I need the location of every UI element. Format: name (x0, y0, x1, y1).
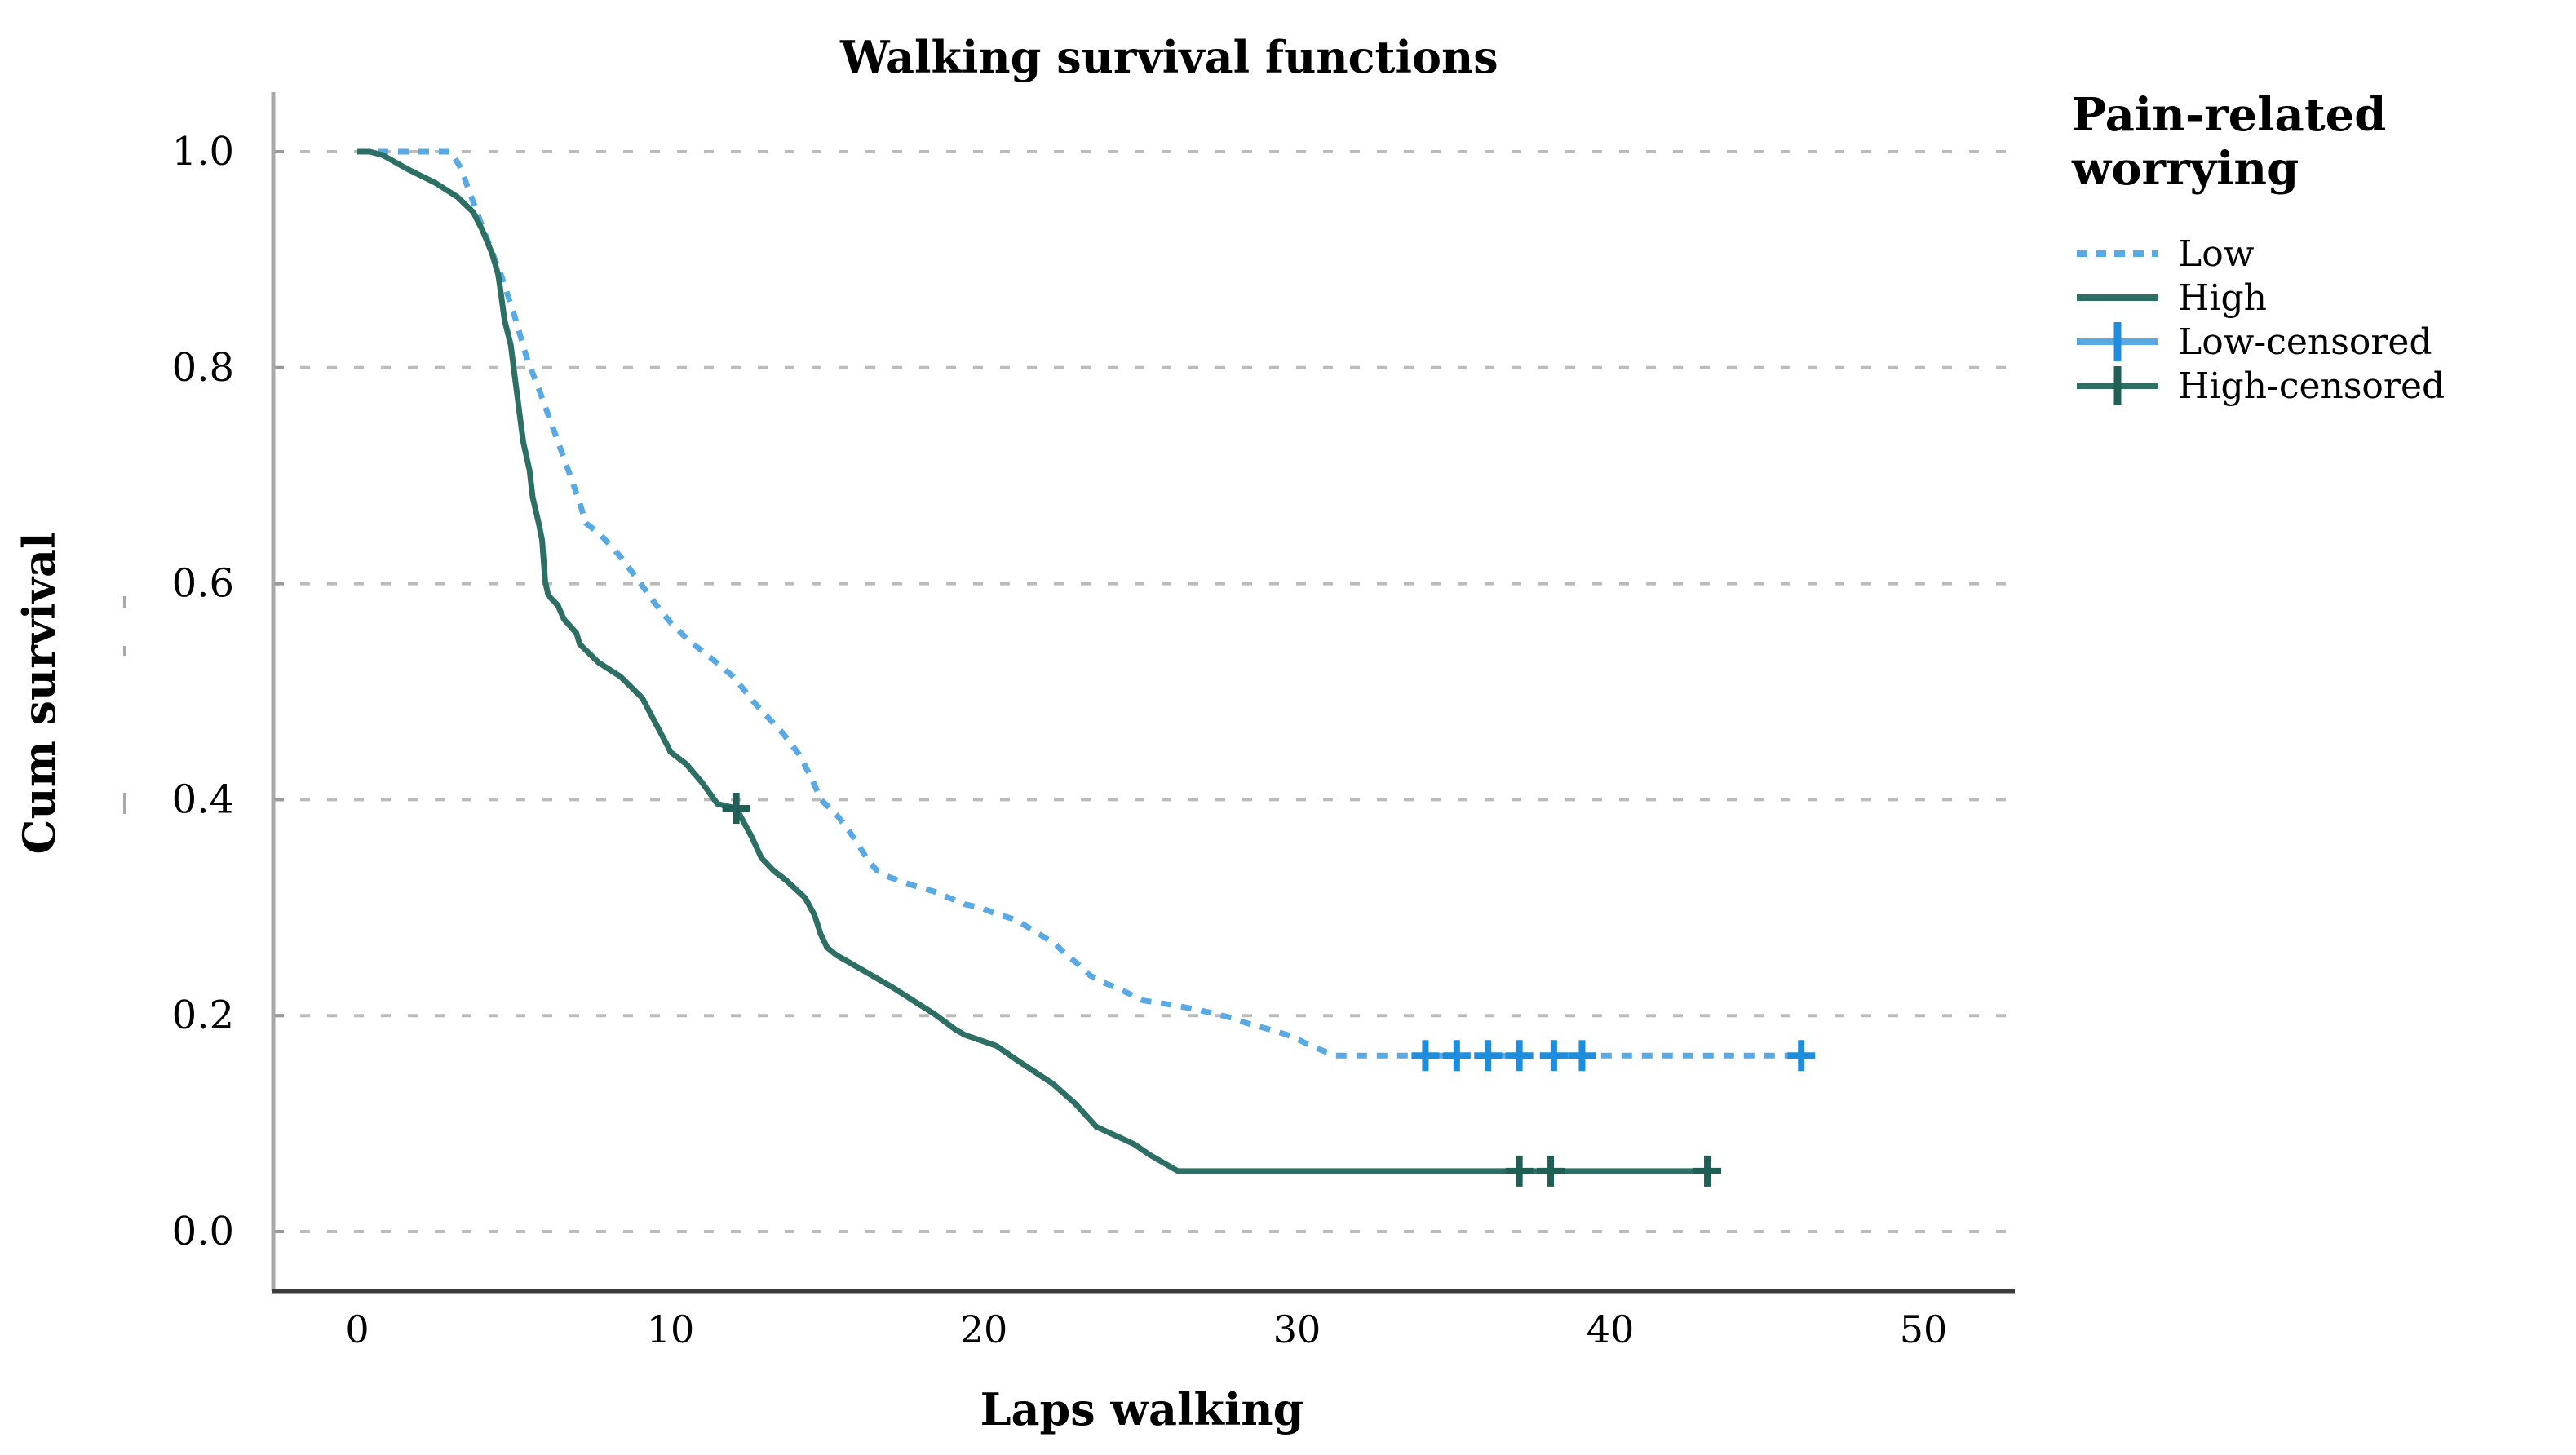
legend-item-high-censored: High-censored (2072, 364, 2576, 408)
x-tick-label: 40 (1587, 1307, 1635, 1351)
low-curve (357, 148, 1805, 1059)
artifact-mark (123, 793, 126, 814)
x-tick-label: 30 (1273, 1307, 1321, 1351)
legend-item-label: Low-censored (2178, 321, 2432, 363)
high-swatch (2077, 294, 2158, 301)
y-tick-label: 0.6 (172, 561, 234, 607)
low-swatch (2077, 250, 2158, 257)
x-tick-label: 50 (1900, 1307, 1948, 1351)
y-axis-title: Cum survival (13, 532, 65, 855)
y-tick-label: 0.8 (172, 345, 234, 391)
artifact-mark (123, 646, 126, 656)
y-tick-label: 0.4 (172, 776, 234, 822)
legend-title: Pain-related worrying (2072, 88, 2387, 196)
y-tick-label: 0.2 (172, 993, 234, 1038)
x-tick-label: 0 (345, 1307, 369, 1351)
chart-title: Walking survival functions (840, 31, 1498, 83)
high-curve (357, 148, 1711, 1174)
legend-item-label: High-censored (2178, 365, 2445, 407)
legend-item-low-censored: Low-censored (2072, 320, 2576, 364)
high-censored-swatch (2077, 366, 2158, 405)
x-axis-title: Laps walking (980, 1383, 1304, 1435)
artifact-mark (123, 596, 126, 608)
y-tick-label: 1.0 (172, 129, 234, 175)
legend-item-label: Low (2178, 232, 2255, 275)
low-censored-swatch (2077, 322, 2158, 361)
y-tick-label: 0.0 (172, 1209, 234, 1254)
legend-item-high: High (2072, 276, 2576, 320)
legend: Pain-related worrying Low High Low-censore… (2072, 88, 2576, 408)
legend-item-label: High (2178, 276, 2267, 319)
x-tick-label: 20 (960, 1307, 1008, 1351)
legend-item-low: Low (2072, 232, 2576, 276)
x-tick-label: 10 (647, 1307, 695, 1351)
legend-items: Low High Low-censored High-censored (2072, 232, 2576, 408)
